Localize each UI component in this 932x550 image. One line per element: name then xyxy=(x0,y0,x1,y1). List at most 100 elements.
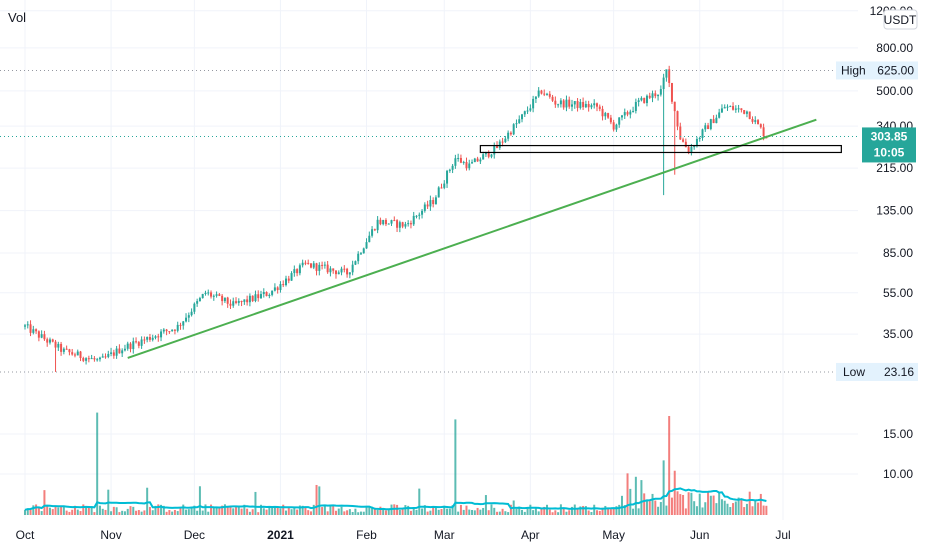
volume-bar xyxy=(634,476,637,515)
volume-bar xyxy=(123,511,126,515)
volume-bar xyxy=(526,507,529,515)
candle-body xyxy=(282,284,285,286)
volume-bar xyxy=(757,502,760,515)
candle-body xyxy=(670,82,673,102)
candle-body xyxy=(96,359,99,361)
candle-body xyxy=(187,315,190,318)
candle-body xyxy=(46,339,49,343)
volume-bar xyxy=(754,500,757,515)
last-price-value: 303.85 xyxy=(871,129,908,143)
volume-bar xyxy=(679,494,682,515)
volume-bar xyxy=(257,512,260,515)
candle-body xyxy=(146,337,149,340)
volume-bar xyxy=(362,511,365,515)
candle-body xyxy=(279,284,282,291)
candle-body xyxy=(512,124,515,135)
volume-bar xyxy=(640,480,643,515)
volume-bar xyxy=(684,508,687,515)
candle-body xyxy=(315,263,318,271)
volume-bar xyxy=(454,419,457,515)
volume-bar xyxy=(273,506,276,515)
volume-bar xyxy=(323,504,326,515)
volume-bar xyxy=(468,509,471,515)
volume-bar xyxy=(379,506,382,515)
volume-bar xyxy=(546,504,549,515)
volume-bar xyxy=(601,507,604,515)
candle-body xyxy=(237,301,240,303)
candle-body xyxy=(496,145,499,148)
volume-bar xyxy=(623,505,626,515)
volume-bar xyxy=(71,509,74,515)
candle-body xyxy=(412,215,415,225)
price-axis-panel[interactable] xyxy=(858,0,932,550)
candle-body xyxy=(148,337,151,340)
volume-bar xyxy=(285,510,287,515)
candle-body xyxy=(176,324,179,331)
candle-body xyxy=(135,341,138,343)
volume-bar xyxy=(632,508,635,515)
volume-bar xyxy=(740,498,743,515)
volume-indicator-label: Vol xyxy=(8,10,26,25)
candle-body xyxy=(609,117,612,123)
volume-bar xyxy=(298,505,301,515)
candle-body xyxy=(271,290,274,295)
candle-body xyxy=(285,278,287,286)
candle-body xyxy=(168,331,171,333)
volume-bar xyxy=(465,505,468,515)
candle-body xyxy=(193,303,196,312)
candle-body xyxy=(521,114,524,120)
candle-body xyxy=(757,120,760,125)
volume-bar xyxy=(720,499,723,515)
candle-body xyxy=(434,197,437,205)
candle-body xyxy=(154,336,157,338)
volume-bar xyxy=(515,508,518,515)
candle-body xyxy=(529,108,532,111)
volume-bar xyxy=(240,508,243,515)
currency-box[interactable] xyxy=(883,9,918,30)
volume-bar xyxy=(251,509,254,515)
volume-bar xyxy=(443,505,446,515)
candle-body xyxy=(248,295,251,303)
time-tick-label: Jul xyxy=(775,528,790,542)
low-value: 23.16 xyxy=(884,365,914,379)
volume-bar xyxy=(337,508,340,515)
candle-body xyxy=(337,272,340,275)
volume-bar xyxy=(143,510,146,515)
candle-body xyxy=(526,110,529,112)
candle-body xyxy=(309,263,312,268)
candle-body xyxy=(326,264,329,273)
candle-body xyxy=(296,269,299,274)
volume-bar xyxy=(423,505,426,515)
volume-bar xyxy=(384,510,387,515)
candle-body xyxy=(312,263,315,268)
volume-bar xyxy=(201,510,204,515)
volume-bar xyxy=(190,507,193,515)
support-zone-rectangle[interactable] xyxy=(479,144,842,154)
trend-line[interactable] xyxy=(127,118,817,359)
candle-body xyxy=(121,350,124,354)
volume-bar xyxy=(204,504,207,515)
candle-body xyxy=(37,331,40,338)
volume-bar xyxy=(112,506,115,515)
volume-bar xyxy=(318,486,321,515)
volume-bar xyxy=(182,504,185,515)
candle-body xyxy=(554,100,557,105)
volume-bar xyxy=(229,506,232,515)
candle-body xyxy=(462,161,465,163)
volume-bar xyxy=(232,508,235,515)
candle-body xyxy=(484,151,487,155)
volume-bar xyxy=(407,505,410,515)
candle-body xyxy=(582,101,585,108)
high-label: High xyxy=(841,63,866,77)
candle-body xyxy=(571,104,573,107)
volume-bar xyxy=(698,493,701,515)
candle-body xyxy=(737,108,740,110)
volume-bar xyxy=(301,505,304,515)
volume-bar xyxy=(637,508,640,515)
volume-bar xyxy=(348,509,351,515)
volume-bar xyxy=(496,511,499,515)
time-tick-label: Dec xyxy=(184,528,205,542)
volume-bar xyxy=(321,507,324,515)
volume-bar xyxy=(440,508,443,515)
